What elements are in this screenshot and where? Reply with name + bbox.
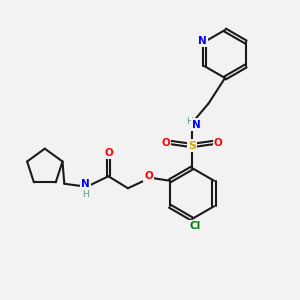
Text: N: N bbox=[81, 179, 90, 189]
Text: O: O bbox=[161, 137, 170, 148]
Text: O: O bbox=[104, 148, 113, 158]
Text: H: H bbox=[82, 190, 89, 199]
Text: O: O bbox=[214, 137, 223, 148]
Text: H: H bbox=[186, 117, 192, 126]
Text: S: S bbox=[188, 140, 196, 151]
Text: N: N bbox=[198, 35, 207, 46]
Text: O: O bbox=[145, 171, 153, 181]
Text: Cl: Cl bbox=[189, 220, 201, 231]
Text: N: N bbox=[192, 119, 201, 130]
